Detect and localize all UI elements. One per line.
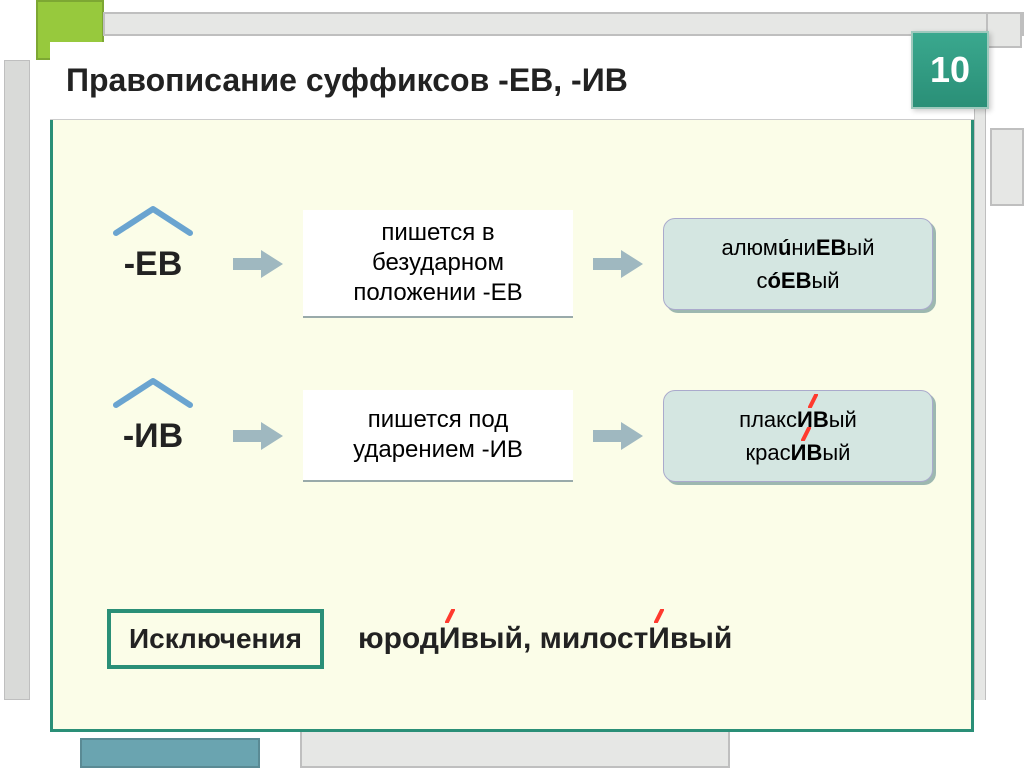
frame-right-block xyxy=(990,128,1024,206)
examples-iv: плаксИВый красИВый xyxy=(663,390,933,482)
main-panel: Правописание суффиксов -ЕВ, -ИВ 10 -ЕВ п… xyxy=(50,42,974,732)
stress-mark-icon xyxy=(808,394,818,408)
suffix-ev: -ЕВ xyxy=(93,233,213,295)
stress-mark-icon xyxy=(445,609,455,623)
examples-ev: алюмúниЕВый сóЕВый xyxy=(663,218,933,310)
stress-mark-icon xyxy=(801,427,811,441)
page-title: Правописание суффиксов -ЕВ, -ИВ xyxy=(66,62,628,99)
frame-left-bar xyxy=(4,60,30,700)
suffix-ev-label: -ЕВ xyxy=(124,245,183,284)
corner-square-gray xyxy=(986,12,1022,48)
exception-row: Исключения юродИвый, милостИвый xyxy=(107,609,732,669)
example-ev-2: сóЕВый xyxy=(756,264,839,297)
stress-mark-icon xyxy=(654,609,664,623)
example-iv-1: плаксИВый xyxy=(739,403,857,436)
exception-words: юродИвый, милостИвый xyxy=(358,622,732,656)
suffix-iv-label: -ИВ xyxy=(123,417,183,456)
rule-row-ev: -ЕВ пишется в безударном положении -ЕВ а… xyxy=(93,210,941,318)
title-bar: Правописание суффиксов -ЕВ, -ИВ xyxy=(50,42,974,120)
exception-label: Исключения xyxy=(107,609,324,669)
rule-ev: пишется в безударном положении -ЕВ xyxy=(303,210,573,318)
example-ev-1: алюмúниЕВый xyxy=(721,231,874,264)
frame-right-line xyxy=(974,100,986,700)
suffix-iv: -ИВ xyxy=(93,405,213,467)
example-iv-2: красИВый xyxy=(746,436,851,469)
rule-iv: пишется под ударением -ИВ xyxy=(303,390,573,482)
hat-icon xyxy=(110,203,196,237)
hat-icon xyxy=(110,375,196,409)
arrow-icon xyxy=(593,422,643,450)
arrow-icon xyxy=(233,250,283,278)
arrow-icon xyxy=(233,422,283,450)
rule-row-iv: -ИВ пишется под ударением -ИВ плаксИВый … xyxy=(93,390,941,482)
page-number-badge: 10 xyxy=(911,31,989,109)
frame-bottom-teal xyxy=(80,738,260,768)
frame-bottom-gray xyxy=(300,728,730,768)
frame-top-bar xyxy=(103,12,1024,36)
arrow-icon xyxy=(593,250,643,278)
